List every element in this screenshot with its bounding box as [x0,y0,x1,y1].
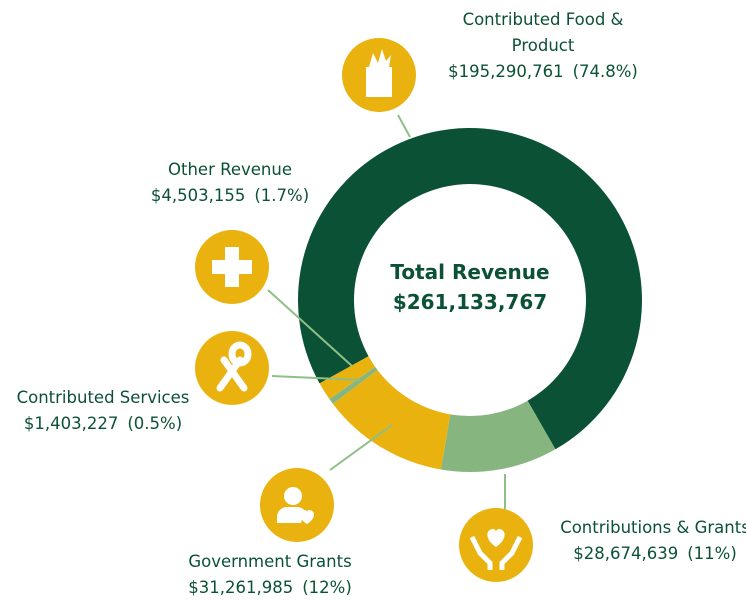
label: Contributions & Grants $28,674,639 (11%) [560,515,746,567]
icon-circle [260,468,334,542]
percent-label: (1.7%) [254,186,310,205]
value-line: $4,503,155 (1.7%) [130,183,330,209]
icon-bag [366,67,392,97]
value-line: $31,261,985 (12%) [155,575,385,601]
percent-label: (74.8%) [572,62,638,81]
category-label: Contributed Services [16,388,190,407]
label: Contributed Food & Product $195,290,761 (7… [448,7,638,85]
value-line: $28,674,639 (11%) [560,541,746,567]
icon-heart [487,529,505,547]
leader-line [267,289,353,367]
label: Other Revenue $4,503,155 (1.7%) [130,157,330,209]
category-label: Other Revenue [168,160,292,179]
total-label: $261,133,767 [392,290,548,314]
donut-segment [440,400,556,472]
donut-segment [332,370,451,470]
icon [342,38,416,112]
value-label: $195,290,761 [448,62,564,81]
donut-segment [329,366,378,404]
icon-produce [369,49,391,67]
label: Government Grants $31,261,985 (12%) [155,549,385,601]
donut-segment [319,356,376,400]
value-line: $1,403,227 (0.5%) [8,411,198,437]
category-label: Contributed Food & Product [462,10,624,55]
value-label: $1,403,227 [23,414,119,433]
value-label: $4,503,155 [150,186,246,205]
icon-head [284,487,302,505]
leader-line [329,424,393,471]
value-label: $31,261,985 [188,578,294,597]
percent-label: (12%) [302,578,352,597]
percent-label: (11%) [687,544,737,563]
leader-line [271,375,361,381]
value-line: $195,290,761 (74.8%) [448,59,638,85]
icon [459,508,533,582]
icon-body [277,507,305,523]
percent-label: (0.5%) [127,414,183,433]
center-label: Total Revenue [390,260,550,284]
value-label: $28,674,639 [573,544,679,563]
icon [195,331,269,405]
icon [260,468,334,542]
label: Contributed Services $1,403,227 (0.5%) [8,385,198,437]
icon-plus [212,247,252,287]
icon [195,230,269,304]
icon-hands [469,535,523,570]
icon-heart [300,510,314,524]
icon-ribbon [216,341,252,392]
category-label: Contributions & Grants [560,518,746,537]
donut-segment [297,127,643,450]
category-label: Government Grants [188,552,352,571]
leader-line [397,114,411,138]
